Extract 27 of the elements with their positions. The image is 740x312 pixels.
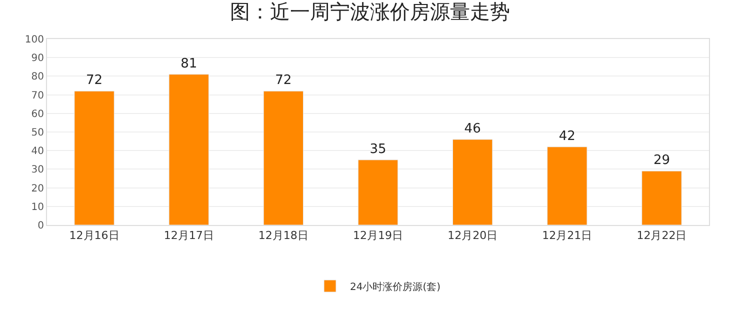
y-tick-label: 60 xyxy=(31,108,44,120)
x-tick-label: 12月19日 xyxy=(353,229,403,242)
data-label: 72 xyxy=(275,73,292,88)
y-tick-label: 100 xyxy=(24,34,44,46)
y-tick-label: 10 xyxy=(31,202,44,213)
data-label: 29 xyxy=(653,153,670,168)
y-tick-label: 70 xyxy=(31,90,44,102)
x-tick-label: 12月17日 xyxy=(164,229,214,242)
y-tick-label: 90 xyxy=(31,53,44,64)
y-tick-label: 30 xyxy=(31,164,44,176)
data-label: 81 xyxy=(180,56,198,72)
data-label: 72 xyxy=(86,73,103,88)
data-label: 42 xyxy=(558,128,576,144)
y-tick-label: 50 xyxy=(31,128,44,138)
y-tick-label: 20 xyxy=(31,183,44,194)
x-tick-label: 12月20日 xyxy=(448,229,498,242)
y-tick-label: 80 xyxy=(31,72,44,83)
legend-label: 24小时涨价房源(套) xyxy=(350,280,441,293)
x-tick-label: 12月16日 xyxy=(69,229,120,242)
x-tick-label: 12月21日 xyxy=(542,229,592,242)
y-tick-label: 40 xyxy=(31,146,44,158)
data-label: 35 xyxy=(370,142,386,157)
x-tick-label: 12月18日 xyxy=(258,229,308,242)
x-tick-label: 12月22日 xyxy=(636,229,687,242)
chart-title: 图：近一周宁波涨价房源量走势 xyxy=(230,0,510,24)
data-label: 46 xyxy=(464,121,481,136)
y-tick-label: 0 xyxy=(38,220,44,232)
